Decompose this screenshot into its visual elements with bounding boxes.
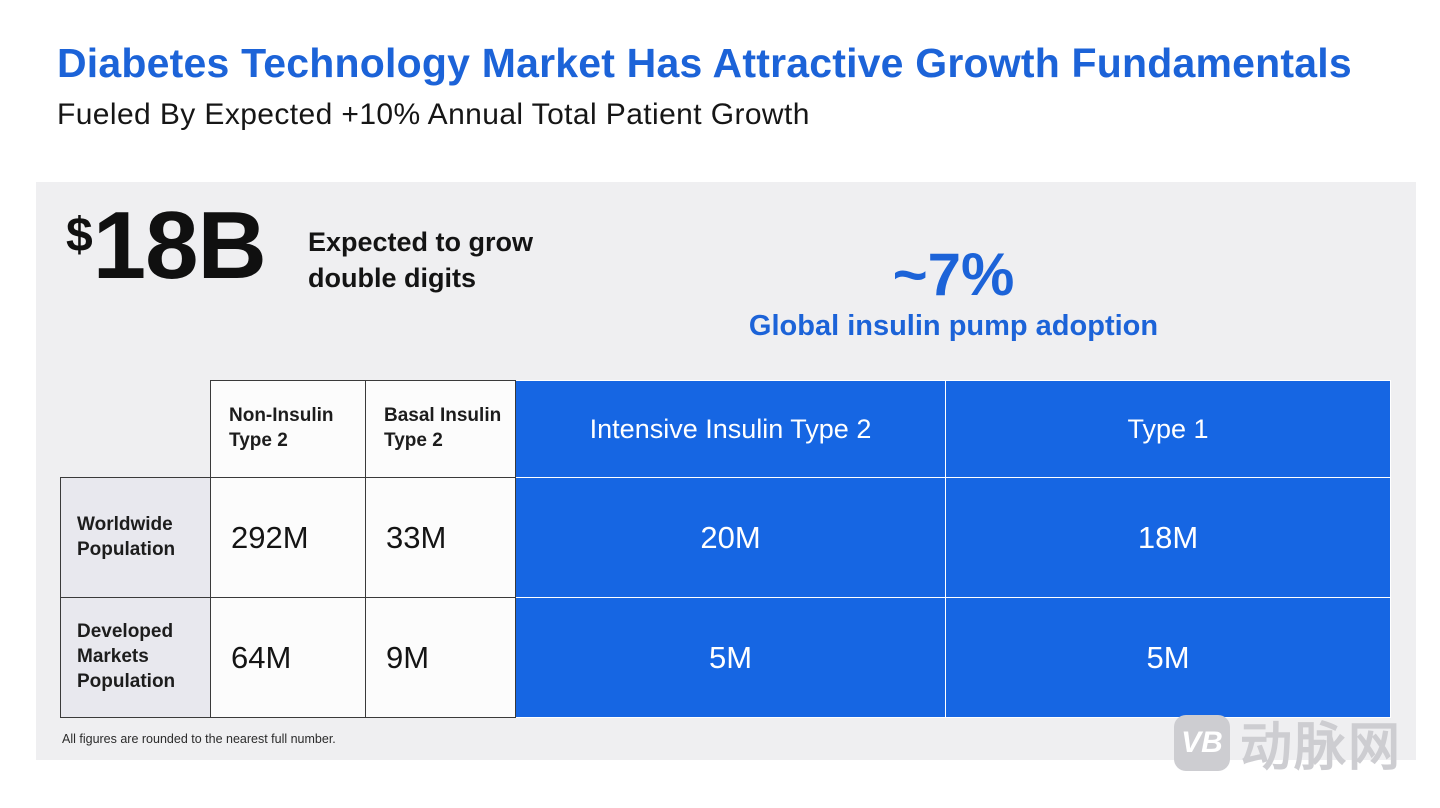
cell-worldwide-basal: 33M: [365, 477, 516, 598]
pump-adoption: ~7% Global insulin pump adoption: [516, 242, 1391, 343]
adoption-label: Global insulin pump adoption: [748, 310, 1159, 342]
page-subtitle: Fueled By Expected +10% Annual Total Pat…: [57, 98, 810, 131]
cell-worldwide-non-insulin: 292M: [210, 477, 366, 598]
footnote: All figures are rounded to the nearest f…: [62, 732, 336, 746]
currency-symbol: $: [66, 209, 93, 262]
adoption-value: ~7%: [892, 241, 1015, 308]
corner-cell: [61, 381, 211, 478]
table-header-row: Non-Insulin Type 2 Basal Insulin Type 2 …: [61, 380, 1391, 478]
table-row: Worldwide Population 292M 33M 20M 18M: [60, 477, 1391, 598]
population-table: Non-Insulin Type 2 Basal Insulin Type 2 …: [60, 380, 1391, 718]
cell-worldwide-intensive: 20M: [515, 477, 946, 598]
watermark: VB 动脉网: [1173, 705, 1402, 780]
watermark-text: 动脉网: [1239, 719, 1402, 777]
cell-developed-intensive: 5M: [515, 597, 946, 718]
col-header-intensive-insulin-type2: Intensive Insulin Type 2: [515, 380, 946, 478]
row-label-worldwide: Worldwide Population: [60, 477, 211, 598]
col-header-non-insulin-type2: Non-Insulin Type 2: [210, 380, 366, 478]
col-header-type1: Type 1: [945, 380, 1391, 478]
cell-developed-basal: 9M: [365, 597, 516, 718]
cell-developed-type1: 5M: [945, 597, 1391, 718]
row-label-developed-markets: Developed Markets Population: [60, 597, 211, 718]
page-title: Diabetes Technology Market Has Attractiv…: [57, 40, 1352, 86]
table-row: Developed Markets Population 64M 9M 5M 5…: [60, 597, 1391, 718]
market-size: $ 18B: [66, 192, 267, 299]
vcbeat-logo-icon: VB: [1173, 714, 1230, 771]
market-size-value: 18B: [92, 192, 267, 299]
content-panel: $ 18B Expected to grow double digits ~7%…: [36, 182, 1416, 760]
cell-worldwide-type1: 18M: [945, 477, 1391, 598]
col-header-basal-insulin-type2: Basal Insulin Type 2: [365, 380, 516, 478]
cell-developed-non-insulin: 64M: [210, 597, 366, 718]
market-growth-note: Expected to grow double digits: [308, 227, 534, 294]
